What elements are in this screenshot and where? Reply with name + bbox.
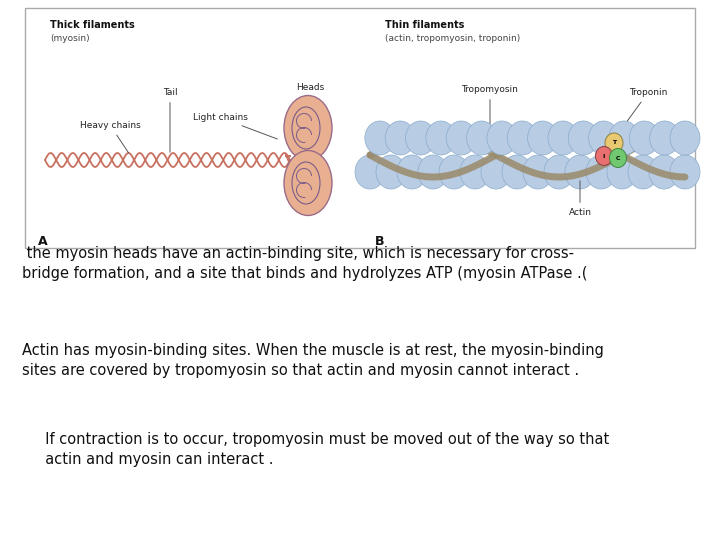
Text: I: I bbox=[603, 153, 606, 159]
Ellipse shape bbox=[460, 155, 490, 189]
Text: Light chains: Light chains bbox=[192, 113, 277, 139]
Ellipse shape bbox=[467, 121, 497, 155]
Ellipse shape bbox=[628, 155, 658, 189]
Ellipse shape bbox=[610, 148, 626, 167]
Text: Actin: Actin bbox=[569, 181, 592, 217]
Ellipse shape bbox=[446, 121, 476, 155]
Ellipse shape bbox=[487, 121, 517, 155]
Ellipse shape bbox=[284, 96, 332, 160]
Text: Actin has myosin-binding sites. When the muscle is at rest, the myosin-binding
s: Actin has myosin-binding sites. When the… bbox=[22, 343, 603, 379]
Text: Tropomyosin: Tropomyosin bbox=[462, 85, 518, 145]
Text: the myosin heads have an actin-binding site, which is necessary for cross-
bridg: the myosin heads have an actin-binding s… bbox=[22, 246, 587, 281]
Ellipse shape bbox=[528, 121, 557, 155]
Text: C: C bbox=[616, 156, 620, 160]
Ellipse shape bbox=[385, 121, 415, 155]
Ellipse shape bbox=[397, 155, 427, 189]
Text: (actin, tropomyosin, troponin): (actin, tropomyosin, troponin) bbox=[385, 34, 521, 43]
Text: (myosin): (myosin) bbox=[50, 34, 89, 43]
Text: B: B bbox=[375, 235, 384, 248]
Text: Tail: Tail bbox=[163, 88, 177, 152]
Text: Thick filaments: Thick filaments bbox=[50, 20, 135, 30]
Ellipse shape bbox=[670, 121, 700, 155]
Ellipse shape bbox=[376, 155, 406, 189]
Text: T: T bbox=[612, 140, 616, 145]
Ellipse shape bbox=[548, 121, 578, 155]
Ellipse shape bbox=[565, 155, 595, 189]
Ellipse shape bbox=[609, 121, 639, 155]
Ellipse shape bbox=[670, 155, 700, 189]
Text: If contraction is to occur, tropomyosin must be moved out of the way so that
  a: If contraction is to occur, tropomyosin … bbox=[36, 432, 609, 468]
Text: Heavy chains: Heavy chains bbox=[80, 121, 140, 153]
Text: Troponin: Troponin bbox=[616, 88, 667, 136]
Ellipse shape bbox=[439, 155, 469, 189]
Ellipse shape bbox=[481, 155, 511, 189]
Ellipse shape bbox=[605, 133, 623, 153]
Ellipse shape bbox=[586, 155, 616, 189]
Ellipse shape bbox=[418, 155, 448, 189]
Ellipse shape bbox=[523, 155, 553, 189]
Ellipse shape bbox=[508, 121, 537, 155]
Ellipse shape bbox=[502, 155, 532, 189]
Text: Thin filaments: Thin filaments bbox=[385, 20, 464, 30]
Ellipse shape bbox=[568, 121, 598, 155]
Ellipse shape bbox=[426, 121, 456, 155]
Bar bbox=[25, 8, 695, 248]
Ellipse shape bbox=[649, 121, 680, 155]
Ellipse shape bbox=[365, 121, 395, 155]
Ellipse shape bbox=[544, 155, 574, 189]
Text: A: A bbox=[38, 235, 48, 248]
Ellipse shape bbox=[355, 155, 385, 189]
Ellipse shape bbox=[629, 121, 660, 155]
Ellipse shape bbox=[284, 151, 332, 215]
Ellipse shape bbox=[595, 146, 613, 165]
Text: Heads: Heads bbox=[296, 83, 324, 112]
Ellipse shape bbox=[589, 121, 618, 155]
Ellipse shape bbox=[649, 155, 679, 189]
Ellipse shape bbox=[607, 155, 637, 189]
Ellipse shape bbox=[405, 121, 436, 155]
